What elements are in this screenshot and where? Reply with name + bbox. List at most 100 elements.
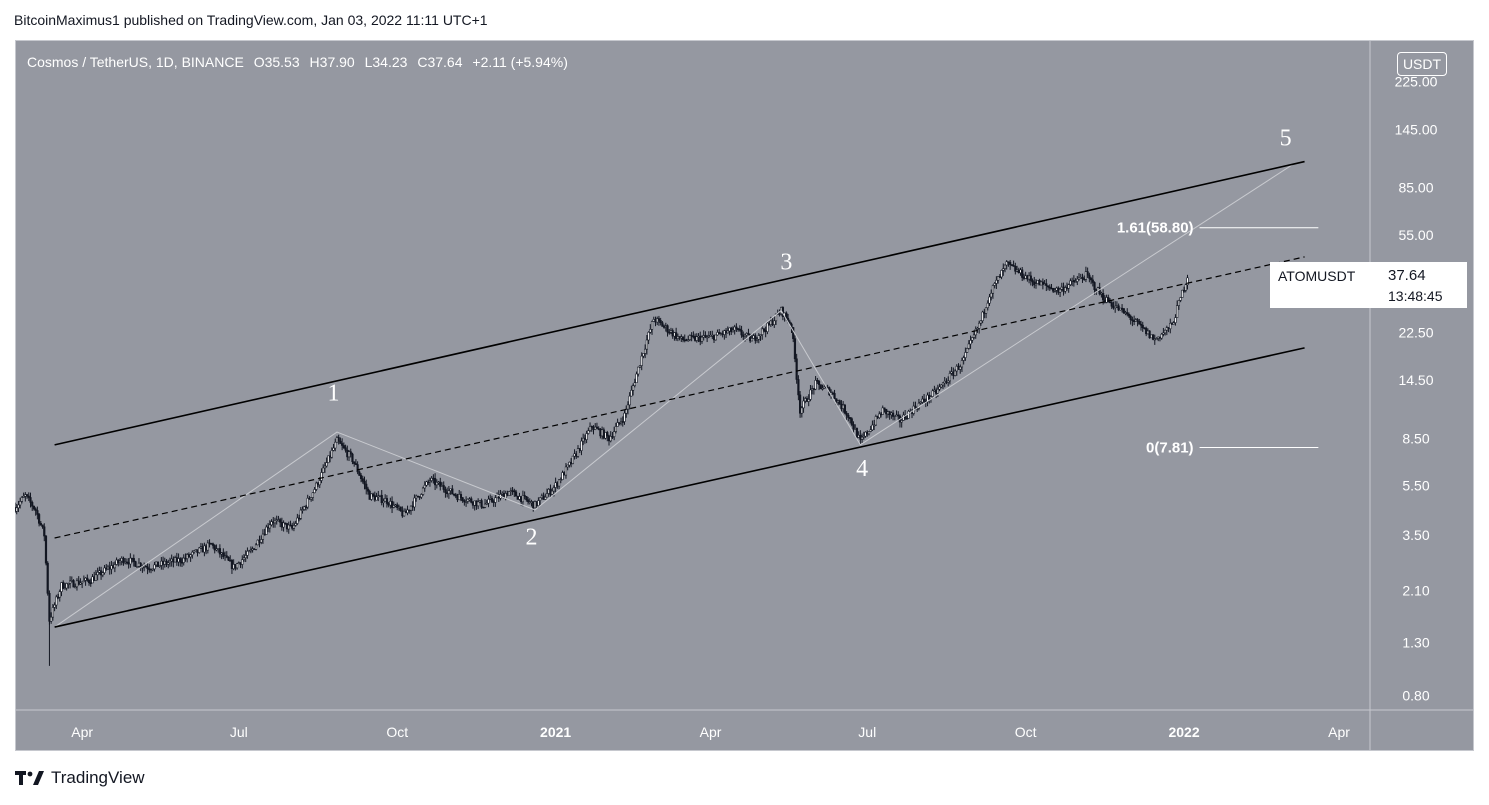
candle-body — [318, 480, 321, 486]
candle — [74, 583, 77, 589]
candle-body — [547, 489, 550, 494]
candle-body — [1052, 288, 1055, 292]
candle-body — [236, 563, 239, 569]
candle-body — [370, 493, 373, 500]
candle — [136, 565, 139, 568]
candle — [556, 481, 559, 489]
candle — [606, 430, 609, 442]
candle — [31, 500, 34, 511]
x-tick-label: 2021 — [540, 724, 571, 740]
candle — [447, 486, 450, 499]
candle-body — [797, 379, 800, 396]
candle — [812, 388, 815, 395]
candle-body — [1060, 286, 1063, 290]
candle — [194, 549, 197, 552]
candle — [509, 487, 512, 496]
candle-body — [712, 334, 716, 341]
candle — [683, 334, 686, 343]
candle-body — [156, 561, 160, 567]
candle-body — [811, 388, 814, 391]
candle-body — [1043, 283, 1046, 285]
candle-body — [463, 500, 466, 503]
y-tick-label: 14.50 — [1398, 372, 1433, 388]
candle-body — [678, 336, 681, 339]
candle — [1177, 299, 1180, 310]
candle — [513, 488, 516, 497]
candle — [840, 400, 843, 412]
candle — [1158, 336, 1162, 342]
candle — [236, 562, 239, 570]
candle — [427, 479, 430, 486]
currency-button[interactable]: USDT — [1397, 52, 1447, 76]
candle — [72, 579, 75, 588]
candle-body — [632, 385, 635, 391]
candle — [549, 484, 552, 498]
candle — [893, 414, 896, 421]
candle — [656, 316, 659, 326]
candle — [687, 335, 690, 342]
candle-body — [957, 365, 960, 370]
candle-body — [475, 500, 478, 507]
candle-body — [1117, 305, 1120, 311]
candle — [630, 385, 633, 397]
candle — [58, 589, 61, 602]
candle — [814, 375, 817, 391]
x-tick-label: Jul — [858, 724, 876, 740]
candle-body — [1146, 330, 1149, 335]
candle — [571, 455, 574, 465]
candle-body — [616, 422, 619, 427]
price-chart[interactable]: 225.00145.0085.0055.0035.0022.5014.508.5… — [15, 40, 1474, 751]
candle-body — [747, 333, 750, 335]
candle — [60, 581, 63, 597]
candle — [223, 551, 227, 561]
candle-body — [928, 394, 931, 400]
candle — [539, 497, 542, 506]
candle — [397, 504, 401, 511]
candle-body — [533, 501, 537, 509]
candle — [619, 417, 623, 426]
open-label: O — [253, 54, 265, 70]
candle-body — [261, 533, 265, 540]
candle — [905, 415, 908, 420]
candle — [284, 522, 287, 525]
candle-body — [764, 330, 767, 332]
candle-body — [707, 335, 710, 338]
candle — [588, 422, 592, 432]
candle — [1015, 265, 1019, 273]
candle — [1155, 337, 1158, 340]
chart-area[interactable] — [15, 40, 1474, 751]
candle-body — [564, 466, 568, 476]
candle-body — [115, 559, 118, 565]
tradingview-logo[interactable]: TradingView — [15, 768, 145, 788]
candle — [984, 307, 988, 319]
candle — [289, 520, 292, 527]
price-label-countdown: 13:48:45 — [1388, 288, 1443, 304]
candle-body — [89, 582, 92, 584]
candle — [704, 331, 707, 339]
candle — [182, 554, 185, 566]
candle — [628, 392, 631, 410]
candle-body — [254, 544, 258, 550]
candle — [800, 406, 803, 418]
tradingview-brand: TradingView — [51, 768, 145, 787]
candle — [516, 495, 519, 500]
candle — [130, 557, 134, 563]
candle-body — [44, 535, 48, 564]
axes-layer: 225.00145.0085.0055.0035.0022.5014.508.5… — [15, 40, 1474, 751]
y-tick-label: 22.50 — [1398, 324, 1433, 340]
candle-body — [55, 596, 58, 606]
candle — [855, 427, 859, 439]
candle — [210, 542, 213, 545]
candle — [943, 376, 946, 388]
candle-body — [1012, 265, 1015, 267]
candle — [87, 579, 91, 586]
candle — [160, 557, 163, 570]
candle-body — [110, 565, 113, 570]
y-tick-label: 1.30 — [1402, 635, 1429, 651]
candle — [542, 492, 545, 500]
candle-body — [285, 523, 289, 530]
candle-body — [444, 489, 447, 493]
candle-body — [239, 562, 242, 565]
candle — [449, 488, 452, 495]
candle — [124, 558, 127, 565]
